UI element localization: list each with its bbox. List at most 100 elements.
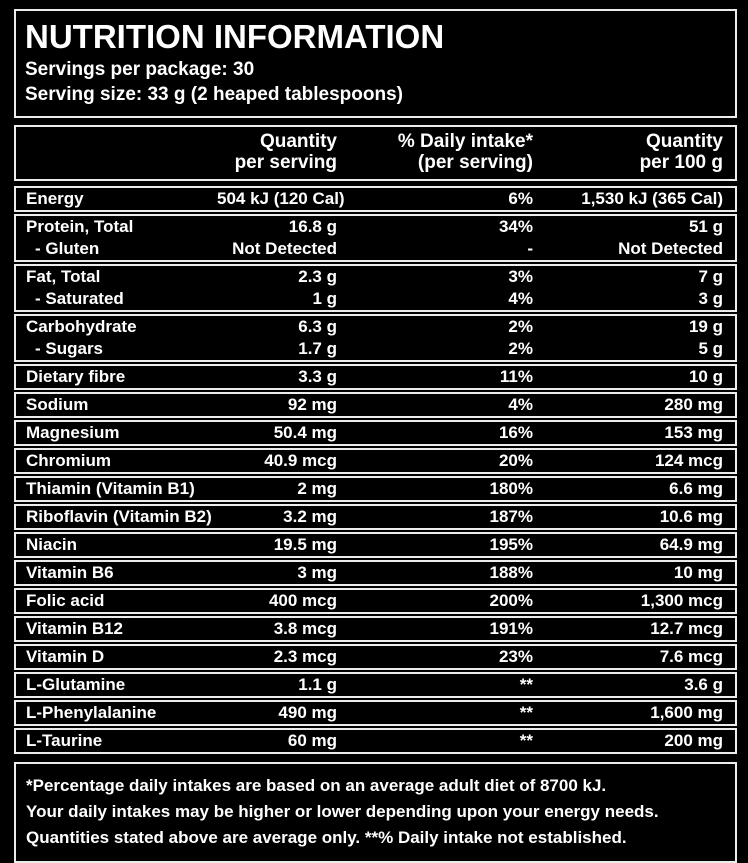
- quantity-per-100g: 153 mg: [664, 423, 723, 442]
- daily-intake-percent: 11%: [499, 367, 533, 386]
- nutrient-group: Protein, Total 16.8 g 34% 51 g - Gluten Not D…: [14, 214, 737, 262]
- quantity-per-100g: 12.7 mcg: [650, 619, 723, 638]
- quantity-per-serving: 92 mg: [287, 395, 337, 414]
- quantity-per-100g: 19 g: [688, 317, 723, 336]
- nutrient-row: Dietary fibre 3.3 g 11% 10 g: [16, 366, 735, 388]
- nutrient-row: Carbohydrate 6.3 g 2% 19 g: [16, 316, 735, 338]
- quantity-per-serving: 490 mg: [278, 703, 337, 722]
- nutrient-group: Chromium 40.9 mcg 20% 124 mcg: [14, 448, 737, 474]
- quantity-per-serving: 2.3 g: [298, 267, 337, 286]
- nutrient-name: - Saturated: [35, 289, 124, 308]
- nutrient-row: L-Phenylalanine 490 mg ** 1,600 mg: [16, 702, 735, 724]
- label-header: NUTRITION INFORMATION Servings per packa…: [14, 9, 737, 118]
- nutrient-name: Protein, Total: [26, 217, 134, 236]
- nutrient-row: Vitamin D 2.3 mcg 23% 7.6 mcg: [16, 646, 735, 668]
- quantity-per-100g: 64.9 mg: [659, 535, 723, 554]
- nutrient-name: Vitamin D: [26, 647, 105, 666]
- nutrient-row: - Gluten Not Detected - Not Detected: [16, 238, 735, 260]
- nutrient-group: Vitamin B12 3.8 mcg 191% 12.7 mcg: [14, 616, 737, 642]
- nutrient-name: - Sugars: [35, 339, 104, 358]
- nutrient-group: Sodium 92 mg 4% 280 mg: [14, 392, 737, 418]
- nutrient-row: - Saturated 1 g 4% 3 g: [16, 288, 735, 310]
- serving-size: Serving size: 33 g (2 heaped tablespoons…: [25, 84, 403, 105]
- nutrient-name: Vitamin B12: [26, 619, 124, 638]
- quantity-per-serving: 2.3 mcg: [273, 647, 337, 666]
- quantity-per-serving: 2 mg: [297, 479, 337, 498]
- nutrient-row: Fat, Total 2.3 g 3% 7 g: [16, 266, 735, 288]
- daily-intake-percent: **: [519, 731, 533, 750]
- nutrient-group: Thiamin (Vitamin B1) 2 mg 180% 6.6 mg: [14, 476, 737, 502]
- col-header-daily-intake: % Daily intake* (per serving): [397, 131, 533, 173]
- daily-intake-percent: 6%: [508, 189, 533, 208]
- footnote-averages: Quantities stated above are average only…: [26, 828, 627, 847]
- quantity-per-100g: 280 mg: [664, 395, 723, 414]
- quantity-per-100g: 7 g: [698, 267, 723, 286]
- nutrient-name: - Gluten: [35, 239, 100, 258]
- quantity-per-100g: 3 g: [698, 289, 723, 308]
- nutrient-name: Thiamin (Vitamin B1): [26, 479, 195, 498]
- nutrient-group: L-Taurine 60 mg ** 200 mg: [14, 728, 737, 754]
- servings-per-package: Servings per package: 30: [25, 59, 255, 80]
- nutrient-row: Folic acid 400 mcg 200% 1,300 mcg: [16, 590, 735, 612]
- quantity-per-100g: 1,300 mcg: [640, 591, 723, 610]
- quantity-per-serving: 1 g: [312, 289, 337, 308]
- quantity-per-100g: 1,600 mg: [650, 703, 723, 722]
- quantity-per-serving: 3.2 mg: [283, 507, 337, 526]
- quantity-per-serving: 1.7 g: [298, 339, 337, 358]
- nutrient-name: Folic acid: [26, 591, 105, 610]
- nutrient-row: Vitamin B12 3.8 mcg 191% 12.7 mcg: [16, 618, 735, 640]
- nutrient-row: Magnesium 50.4 mg 16% 153 mg: [16, 422, 735, 444]
- nutrient-row: Protein, Total 16.8 g 34% 51 g: [16, 216, 735, 238]
- nutrient-group: Magnesium 50.4 mg 16% 153 mg: [14, 420, 737, 446]
- nutrient-row: L-Taurine 60 mg ** 200 mg: [16, 730, 735, 752]
- nutrient-name: L-Glutamine: [26, 675, 126, 694]
- nutrient-row: Chromium 40.9 mcg 20% 124 mcg: [16, 450, 735, 472]
- nutrient-row: Sodium 92 mg 4% 280 mg: [16, 394, 735, 416]
- nutrient-name: Niacin: [26, 535, 78, 554]
- nutrient-group: Folic acid 400 mcg 200% 1,300 mcg: [14, 588, 737, 614]
- nutrient-group: Riboflavin (Vitamin B2) 3.2 mg 187% 10.6 mg: [14, 504, 737, 530]
- page-title: NUTRITION INFORMATION: [25, 18, 445, 55]
- nutrient-name: L-Phenylalanine: [26, 703, 157, 722]
- quantity-per-100g: 5 g: [698, 339, 723, 358]
- quantity-per-100g: Not Detected: [618, 239, 723, 258]
- quantity-per-100g: 10 mg: [673, 563, 723, 582]
- quantity-per-serving: 1.1 g: [298, 675, 337, 694]
- footnotes-box: *Percentage daily intakes are based on a…: [14, 762, 737, 863]
- nutrient-name: Sodium: [26, 395, 89, 414]
- nutrient-row: Vitamin B6 3 mg 188% 10 mg: [16, 562, 735, 584]
- nutrient-row: Niacin 19.5 mg 195% 64.9 mg: [16, 534, 735, 556]
- daily-intake-percent: 34%: [498, 217, 533, 236]
- nutrient-row: Riboflavin (Vitamin B2) 3.2 mg 187% 10.6 mg: [16, 506, 735, 528]
- quantity-per-serving: 3 mg: [297, 563, 337, 582]
- nutrition-table-body: Energy 504 kJ (120 Cal) 6% 1,530 kJ (365 Ca…: [14, 186, 737, 754]
- quantity-per-serving: 19.5 mg: [273, 535, 337, 554]
- nutrient-row: Thiamin (Vitamin B1) 2 mg 180% 6.6 mg: [16, 478, 735, 500]
- nutrient-group: Energy 504 kJ (120 Cal) 6% 1,530 kJ (365 Ca…: [14, 186, 737, 212]
- quantity-per-serving: 504 kJ (120 Cal): [217, 189, 345, 208]
- daily-intake-percent: 23%: [498, 647, 533, 666]
- nutrient-row: Energy 504 kJ (120 Cal) 6% 1,530 kJ (365 Ca…: [16, 188, 735, 210]
- nutrient-name: Fat, Total: [26, 267, 101, 286]
- col-header-quantity-per-100g: Quantity per 100 g: [639, 131, 723, 173]
- daily-intake-percent: 3%: [508, 267, 533, 286]
- quantity-per-serving: 400 mcg: [268, 591, 337, 610]
- daily-intake-percent: 2%: [508, 339, 533, 358]
- quantity-per-serving: 16.8 g: [288, 217, 337, 236]
- nutrient-name: Riboflavin (Vitamin B2): [26, 507, 212, 526]
- quantity-per-100g: 1,530 kJ (365 Cal): [581, 189, 723, 208]
- daily-intake-percent: 4%: [508, 289, 533, 308]
- footnote-daily-intake-basis: *Percentage daily intakes are based on a…: [26, 776, 607, 795]
- quantity-per-serving: Not Detected: [232, 239, 337, 258]
- daily-intake-percent: 200%: [489, 591, 533, 610]
- quantity-per-100g: 7.6 mcg: [659, 647, 723, 666]
- quantity-per-serving: 40.9 mcg: [264, 451, 337, 470]
- nutrient-name: Magnesium: [26, 423, 120, 442]
- nutrient-row: - Sugars 1.7 g 2% 5 g: [16, 338, 735, 360]
- daily-intake-percent: 2%: [508, 317, 533, 336]
- daily-intake-percent: 195%: [489, 535, 533, 554]
- daily-intake-percent: 4%: [508, 395, 533, 414]
- nutrient-name: Dietary fibre: [26, 367, 126, 386]
- quantity-per-serving: 3.3 g: [298, 367, 337, 386]
